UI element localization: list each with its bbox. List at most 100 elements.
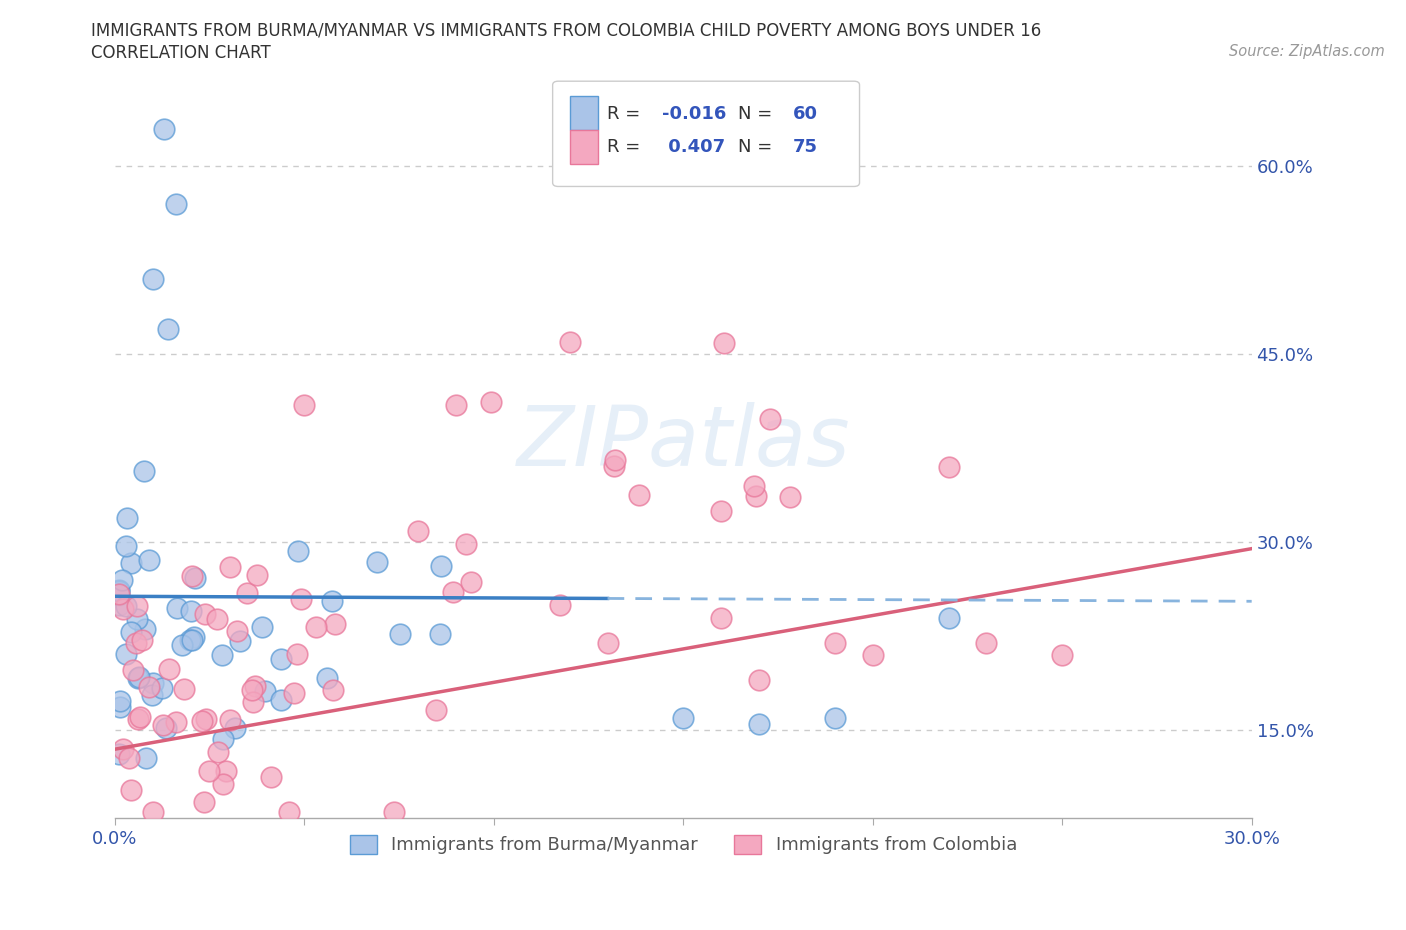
Point <box>283 685 305 700</box>
Text: -0.016: -0.016 <box>662 104 725 123</box>
Point <box>165 196 187 211</box>
Point <box>748 717 770 732</box>
Point <box>138 552 160 567</box>
Legend: Immigrants from Burma/Myanmar, Immigrants from Colombia: Immigrants from Burma/Myanmar, Immigrant… <box>343 828 1024 862</box>
Point <box>406 524 429 538</box>
Point <box>250 619 273 634</box>
Point <box>120 625 142 640</box>
Point <box>115 538 138 553</box>
Point <box>245 679 267 694</box>
Point <box>198 764 221 778</box>
FancyBboxPatch shape <box>553 81 859 186</box>
Point <box>824 711 846 725</box>
Point <box>193 794 215 809</box>
Point <box>134 463 156 478</box>
Point <box>150 681 173 696</box>
Point <box>316 671 339 685</box>
Point <box>107 598 129 613</box>
Point <box>142 675 165 690</box>
Point <box>170 638 193 653</box>
Point <box>115 598 138 613</box>
Point <box>603 458 626 473</box>
Point <box>114 646 136 661</box>
Point <box>759 412 782 427</box>
Point <box>242 683 264 698</box>
Point <box>165 714 187 729</box>
Point <box>211 647 233 662</box>
Point <box>195 711 218 726</box>
Point <box>129 710 152 724</box>
Point <box>824 635 846 650</box>
Point <box>441 584 464 599</box>
Point <box>305 619 328 634</box>
Point <box>294 397 316 412</box>
Point <box>115 511 138 525</box>
Point <box>125 635 148 650</box>
Point <box>558 335 581 350</box>
Point <box>111 602 134 617</box>
Point <box>184 571 207 586</box>
Point <box>205 611 228 626</box>
Point <box>323 617 346 631</box>
FancyBboxPatch shape <box>569 96 598 130</box>
Point <box>236 586 259 601</box>
Point <box>242 695 264 710</box>
Point <box>157 322 180 337</box>
FancyBboxPatch shape <box>569 130 598 164</box>
Point <box>120 555 142 570</box>
Point <box>141 687 163 702</box>
Point <box>938 610 960 625</box>
Point <box>180 568 202 583</box>
Point <box>596 635 619 650</box>
Point <box>155 721 177 736</box>
Point <box>278 804 301 819</box>
Text: Source: ZipAtlas.com: Source: ZipAtlas.com <box>1229 44 1385 59</box>
Point <box>152 718 174 733</box>
Point <box>191 713 214 728</box>
Point <box>135 751 157 765</box>
Point <box>122 662 145 677</box>
Point <box>976 635 998 650</box>
Point <box>107 587 129 602</box>
Point <box>134 622 156 637</box>
Point <box>270 652 292 667</box>
Point <box>389 627 412 642</box>
Point <box>207 744 229 759</box>
Point <box>179 633 201 648</box>
Text: 0.407: 0.407 <box>662 139 725 156</box>
Point <box>627 488 650 503</box>
Point <box>211 732 233 747</box>
Point <box>429 627 451 642</box>
Point <box>285 646 308 661</box>
Point <box>229 633 252 648</box>
Point <box>322 683 344 698</box>
Text: IMMIGRANTS FROM BURMA/MYANMAR VS IMMIGRANTS FROM COLOMBIA CHILD POVERTY AMONG BO: IMMIGRANTS FROM BURMA/MYANMAR VS IMMIGRA… <box>91 21 1042 39</box>
Point <box>183 630 205 644</box>
Point <box>215 764 238 778</box>
Point <box>290 591 312 606</box>
Point <box>131 632 153 647</box>
Point <box>157 661 180 676</box>
Point <box>862 647 884 662</box>
Point <box>938 459 960 474</box>
Point <box>125 611 148 626</box>
Point <box>138 679 160 694</box>
Point <box>745 488 768 503</box>
Point <box>710 610 733 625</box>
Point <box>128 669 150 684</box>
Point <box>127 671 149 685</box>
Point <box>224 720 246 735</box>
Point <box>672 711 695 725</box>
Point <box>444 397 467 412</box>
Point <box>166 601 188 616</box>
Point <box>142 272 165 286</box>
Point <box>181 632 204 647</box>
Point <box>270 692 292 707</box>
Point <box>127 711 149 726</box>
Point <box>153 122 176 137</box>
Point <box>710 504 733 519</box>
Point <box>180 604 202 618</box>
Point <box>212 777 235 791</box>
Point <box>366 554 388 569</box>
Point <box>117 751 139 765</box>
